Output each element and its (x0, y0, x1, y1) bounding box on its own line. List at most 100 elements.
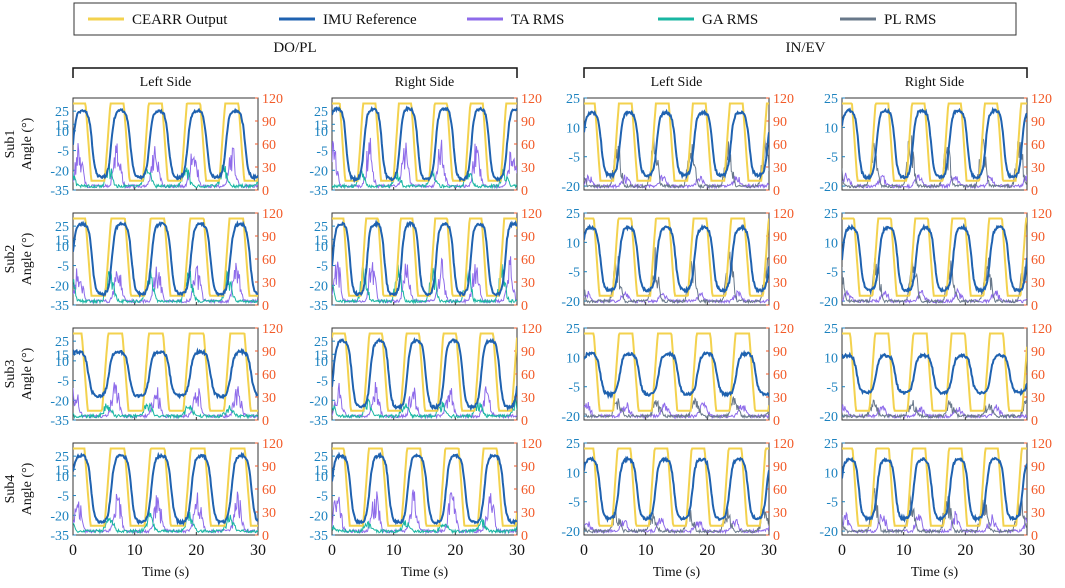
right-tick-label: 30 (521, 391, 535, 406)
left-tick-label: 10 (566, 466, 580, 481)
right-tick-label: 90 (773, 115, 787, 130)
right-tick-label: 30 (1031, 161, 1045, 176)
left-tick-label: -5 (57, 490, 69, 505)
x-tick-label: 10 (638, 542, 654, 559)
right-tick-label: 60 (521, 483, 535, 498)
plot-area (73, 332, 258, 420)
right-tick-label: 30 (1031, 506, 1045, 521)
left-tick-label: 25 (314, 105, 328, 120)
left-tick-label: -5 (826, 496, 838, 511)
series-cearr-output (332, 217, 517, 297)
right-tick-label: 60 (521, 368, 535, 383)
left-tick-label: -20 (50, 394, 69, 409)
right-tick-label: 120 (773, 437, 794, 452)
row-ylabel: Angle (°) (20, 347, 35, 400)
panel-sub1-inev-left: 25 10 -5 -20 0 30 60 90 120 (561, 92, 794, 199)
series-cearr-output (332, 102, 517, 182)
right-tick-label: 120 (521, 92, 542, 107)
right-tick-label: 0 (521, 299, 528, 314)
right-tick-label: 0 (1031, 529, 1038, 544)
panel-sub1-inev-right: 25 10 -5 -20 0 30 60 90 120 (819, 92, 1052, 199)
left-tick-label: -20 (561, 525, 580, 540)
panel-sub2-inev-left: 25 10 -5 -20 0 30 60 90 120 (561, 207, 794, 314)
left-tick-label: 10 (314, 240, 328, 255)
right-tick-label: 30 (773, 506, 787, 521)
left-tick-label: 10 (314, 470, 328, 485)
right-tick-label: 60 (773, 483, 787, 498)
plot-area (332, 332, 517, 420)
right-tick-label: 30 (773, 391, 787, 406)
right-tick-label: 90 (773, 460, 787, 475)
left-tick-label: -20 (819, 525, 838, 540)
right-tick-label: 30 (262, 506, 276, 521)
x-tick-label: 10 (386, 542, 402, 559)
right-tick-label: 0 (1031, 414, 1038, 429)
legend-item-cearr-output: CEARR Output (88, 12, 228, 28)
left-tick-label: 10 (566, 236, 580, 251)
left-tick-label: 10 (314, 125, 328, 140)
series-imu-reference (73, 107, 258, 182)
right-tick-label: 120 (521, 437, 542, 452)
right-tick-label: 30 (773, 161, 787, 176)
plot-area (842, 217, 1027, 305)
left-tick-label: -20 (561, 180, 580, 195)
series-ta-rms (842, 287, 1027, 305)
series-cearr-output (842, 217, 1027, 297)
legend-label: GA RMS (702, 12, 758, 28)
left-tick-label: 25 (566, 322, 580, 337)
left-tick-label: -5 (316, 375, 328, 390)
series-ta-rms (332, 489, 517, 535)
x-axis-label: Time (s) (142, 565, 190, 580)
right-tick-label: 60 (262, 368, 276, 383)
right-tick-label: 0 (262, 299, 269, 314)
right-tick-label: 120 (773, 92, 794, 107)
right-tick-label: 120 (262, 92, 283, 107)
right-tick-label: 120 (773, 207, 794, 222)
x-tick-label: 20 (188, 542, 204, 559)
x-tick-label: 20 (447, 542, 463, 559)
left-tick-label: 10 (55, 355, 69, 370)
x-tick-label: 10 (896, 542, 912, 559)
left-tick-label: -20 (50, 279, 69, 294)
row-subject: Sub3 (3, 360, 18, 389)
series-pl-rms (842, 399, 1027, 420)
left-tick-label: 25 (824, 322, 838, 337)
left-tick-label: 25 (55, 105, 69, 120)
left-tick-label: -20 (309, 509, 328, 524)
group-header-0: DO/PL Left Side Right Side (72, 40, 518, 90)
series-cearr-output (332, 447, 517, 527)
right-tick-label: 0 (262, 184, 269, 199)
series-cearr-output (73, 332, 258, 412)
right-tick-label: 90 (521, 230, 535, 245)
side-title: Left Side (651, 75, 703, 90)
right-tick-label: 90 (521, 460, 535, 475)
right-tick-label: 90 (1031, 345, 1045, 360)
right-tick-label: 30 (521, 161, 535, 176)
plot-area (584, 217, 769, 305)
series-imu-reference (584, 223, 769, 294)
left-tick-label: 25 (55, 450, 69, 465)
right-tick-label: 0 (773, 299, 780, 314)
plot-area (842, 332, 1027, 420)
side-title: Right Side (905, 75, 965, 90)
left-tick-label: -35 (309, 414, 328, 429)
row-label-sub2: Sub2 Angle (°) (3, 232, 35, 285)
series-imu-reference (584, 108, 769, 180)
right-tick-label: 30 (521, 506, 535, 521)
row-subject: Sub4 (3, 475, 18, 504)
series-imu-reference (584, 455, 769, 523)
row-subject: Sub2 (3, 245, 18, 274)
series-cearr-output (842, 102, 1027, 182)
plot-area (73, 102, 258, 190)
x-tick-label: 30 (250, 542, 266, 559)
right-tick-label: 90 (1031, 460, 1045, 475)
left-tick-label: -35 (50, 414, 69, 429)
column-headers: DO/PL Left Side Right Side IN/EV Left Side Ri… (72, 40, 1028, 90)
right-tick-label: 30 (521, 276, 535, 291)
left-tick-label: -35 (309, 529, 328, 544)
right-tick-label: 60 (1031, 483, 1045, 498)
left-tick-label: -35 (50, 184, 69, 199)
